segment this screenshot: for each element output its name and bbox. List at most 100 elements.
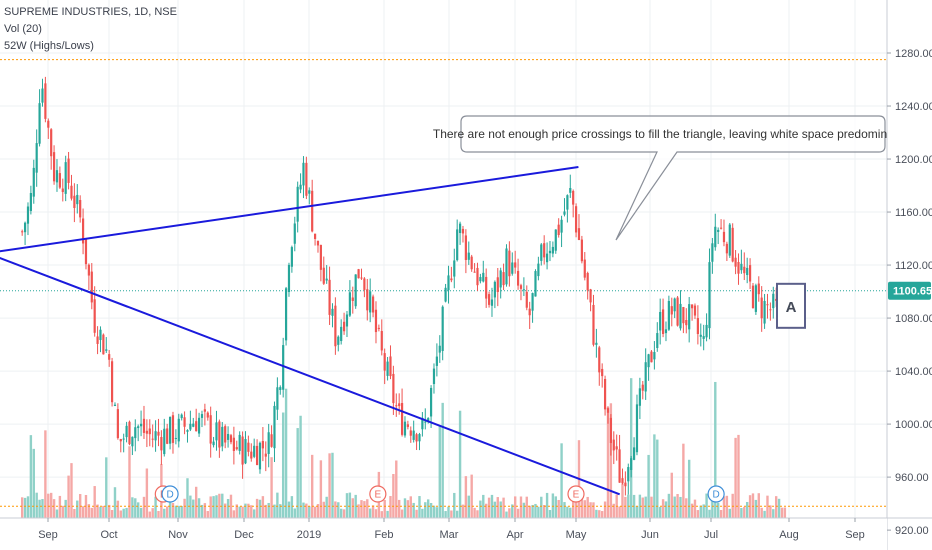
candle-body <box>258 442 262 470</box>
candle-body <box>183 417 186 427</box>
candle-body <box>485 276 488 299</box>
candle-body <box>168 416 172 444</box>
candle-body <box>435 356 438 366</box>
candle-body <box>543 243 546 258</box>
volume-bar <box>702 504 705 518</box>
candle-body <box>630 458 633 470</box>
volume-bar <box>429 502 433 518</box>
volume-bar <box>432 505 436 518</box>
candle-body <box>229 435 233 443</box>
volume-bar <box>113 487 117 518</box>
volume-bar <box>366 499 369 518</box>
time-tick-label: Jun <box>641 529 659 541</box>
candle-body <box>354 274 357 307</box>
volume-bar <box>192 499 195 518</box>
candle-body <box>386 361 389 376</box>
candle-body <box>311 190 314 232</box>
candle-body <box>139 423 143 427</box>
candle-body <box>554 229 557 251</box>
volume-bar <box>661 499 665 518</box>
time-tick-label: Nov <box>168 529 188 541</box>
candle-body <box>737 262 740 274</box>
candle-body <box>705 324 708 338</box>
candle-body <box>47 120 50 128</box>
candle-body <box>389 356 392 377</box>
volume-bar <box>740 508 743 518</box>
candle-body <box>116 409 119 439</box>
candle-body <box>760 297 763 319</box>
volume-bar <box>505 511 508 518</box>
volume-bar <box>716 502 720 518</box>
volume-bar <box>206 511 209 518</box>
candle-body <box>52 152 56 182</box>
candle-body <box>496 277 499 293</box>
volume-bar <box>714 381 717 518</box>
candle-body <box>340 326 343 342</box>
candle-body <box>64 162 67 194</box>
candle-body <box>316 240 320 246</box>
candle-body <box>308 190 311 194</box>
volume-bar <box>571 495 575 518</box>
candle-body <box>606 408 610 413</box>
candle-body <box>624 482 627 487</box>
volume-bar <box>447 506 450 518</box>
candle-body <box>250 451 253 459</box>
candle-body <box>467 252 470 260</box>
candle-body <box>76 194 79 205</box>
event-marker-layer: EDEED <box>154 485 725 503</box>
candle-body <box>560 219 563 233</box>
candle-body <box>514 262 517 268</box>
symbol-title[interactable]: SUPREME INDUSTRIES, 1D, NSE <box>4 6 177 18</box>
volume-bar <box>424 502 427 518</box>
candle-body <box>627 467 630 482</box>
candle-body <box>508 250 511 277</box>
candle-body <box>293 223 296 244</box>
volume-bar <box>696 510 700 518</box>
volume-bar <box>557 499 560 518</box>
candle-body <box>334 305 337 347</box>
candle-body <box>551 246 554 254</box>
volume-bar <box>600 511 604 518</box>
volume-bar <box>189 495 192 518</box>
volume-bar <box>638 494 642 518</box>
candle-body <box>21 231 24 233</box>
volume-indicator-label[interactable]: Vol (20) <box>4 23 42 35</box>
volume-bar <box>516 508 520 518</box>
volume-bar <box>389 496 392 518</box>
volume-bar <box>96 504 99 518</box>
candle-body <box>557 224 560 236</box>
volume-bar <box>722 496 726 518</box>
volume-bar <box>58 495 62 518</box>
candle-body <box>166 428 169 444</box>
candle-body <box>279 387 282 390</box>
highs-lows-indicator-label[interactable]: 52W (Highs/Lows) <box>4 40 94 52</box>
candle-body <box>44 83 47 119</box>
candle-body <box>525 291 528 308</box>
candle-body <box>32 167 35 197</box>
candle-body <box>195 421 198 432</box>
volume-bar <box>180 505 183 518</box>
candle-body <box>769 309 772 311</box>
candle-body <box>212 441 215 446</box>
candle-body <box>79 200 82 218</box>
volume-bar <box>687 459 691 518</box>
volume-bar <box>685 498 688 518</box>
candle-body <box>224 426 227 443</box>
volume-bar <box>279 504 282 518</box>
time-tick-label: Aug <box>779 529 799 541</box>
candle-body <box>754 285 757 312</box>
volume-bar <box>348 492 352 518</box>
candle-body <box>719 227 723 229</box>
candle-body <box>502 272 505 286</box>
volume-bar <box>360 500 363 518</box>
candle-body <box>238 434 241 451</box>
volume-bar <box>525 496 528 518</box>
time-tick-label: Dec <box>234 529 254 541</box>
candle-body <box>670 306 673 315</box>
volume-bar <box>403 498 407 518</box>
volume-bar <box>589 502 592 518</box>
candle-body <box>328 279 331 315</box>
candle-body <box>618 449 621 483</box>
